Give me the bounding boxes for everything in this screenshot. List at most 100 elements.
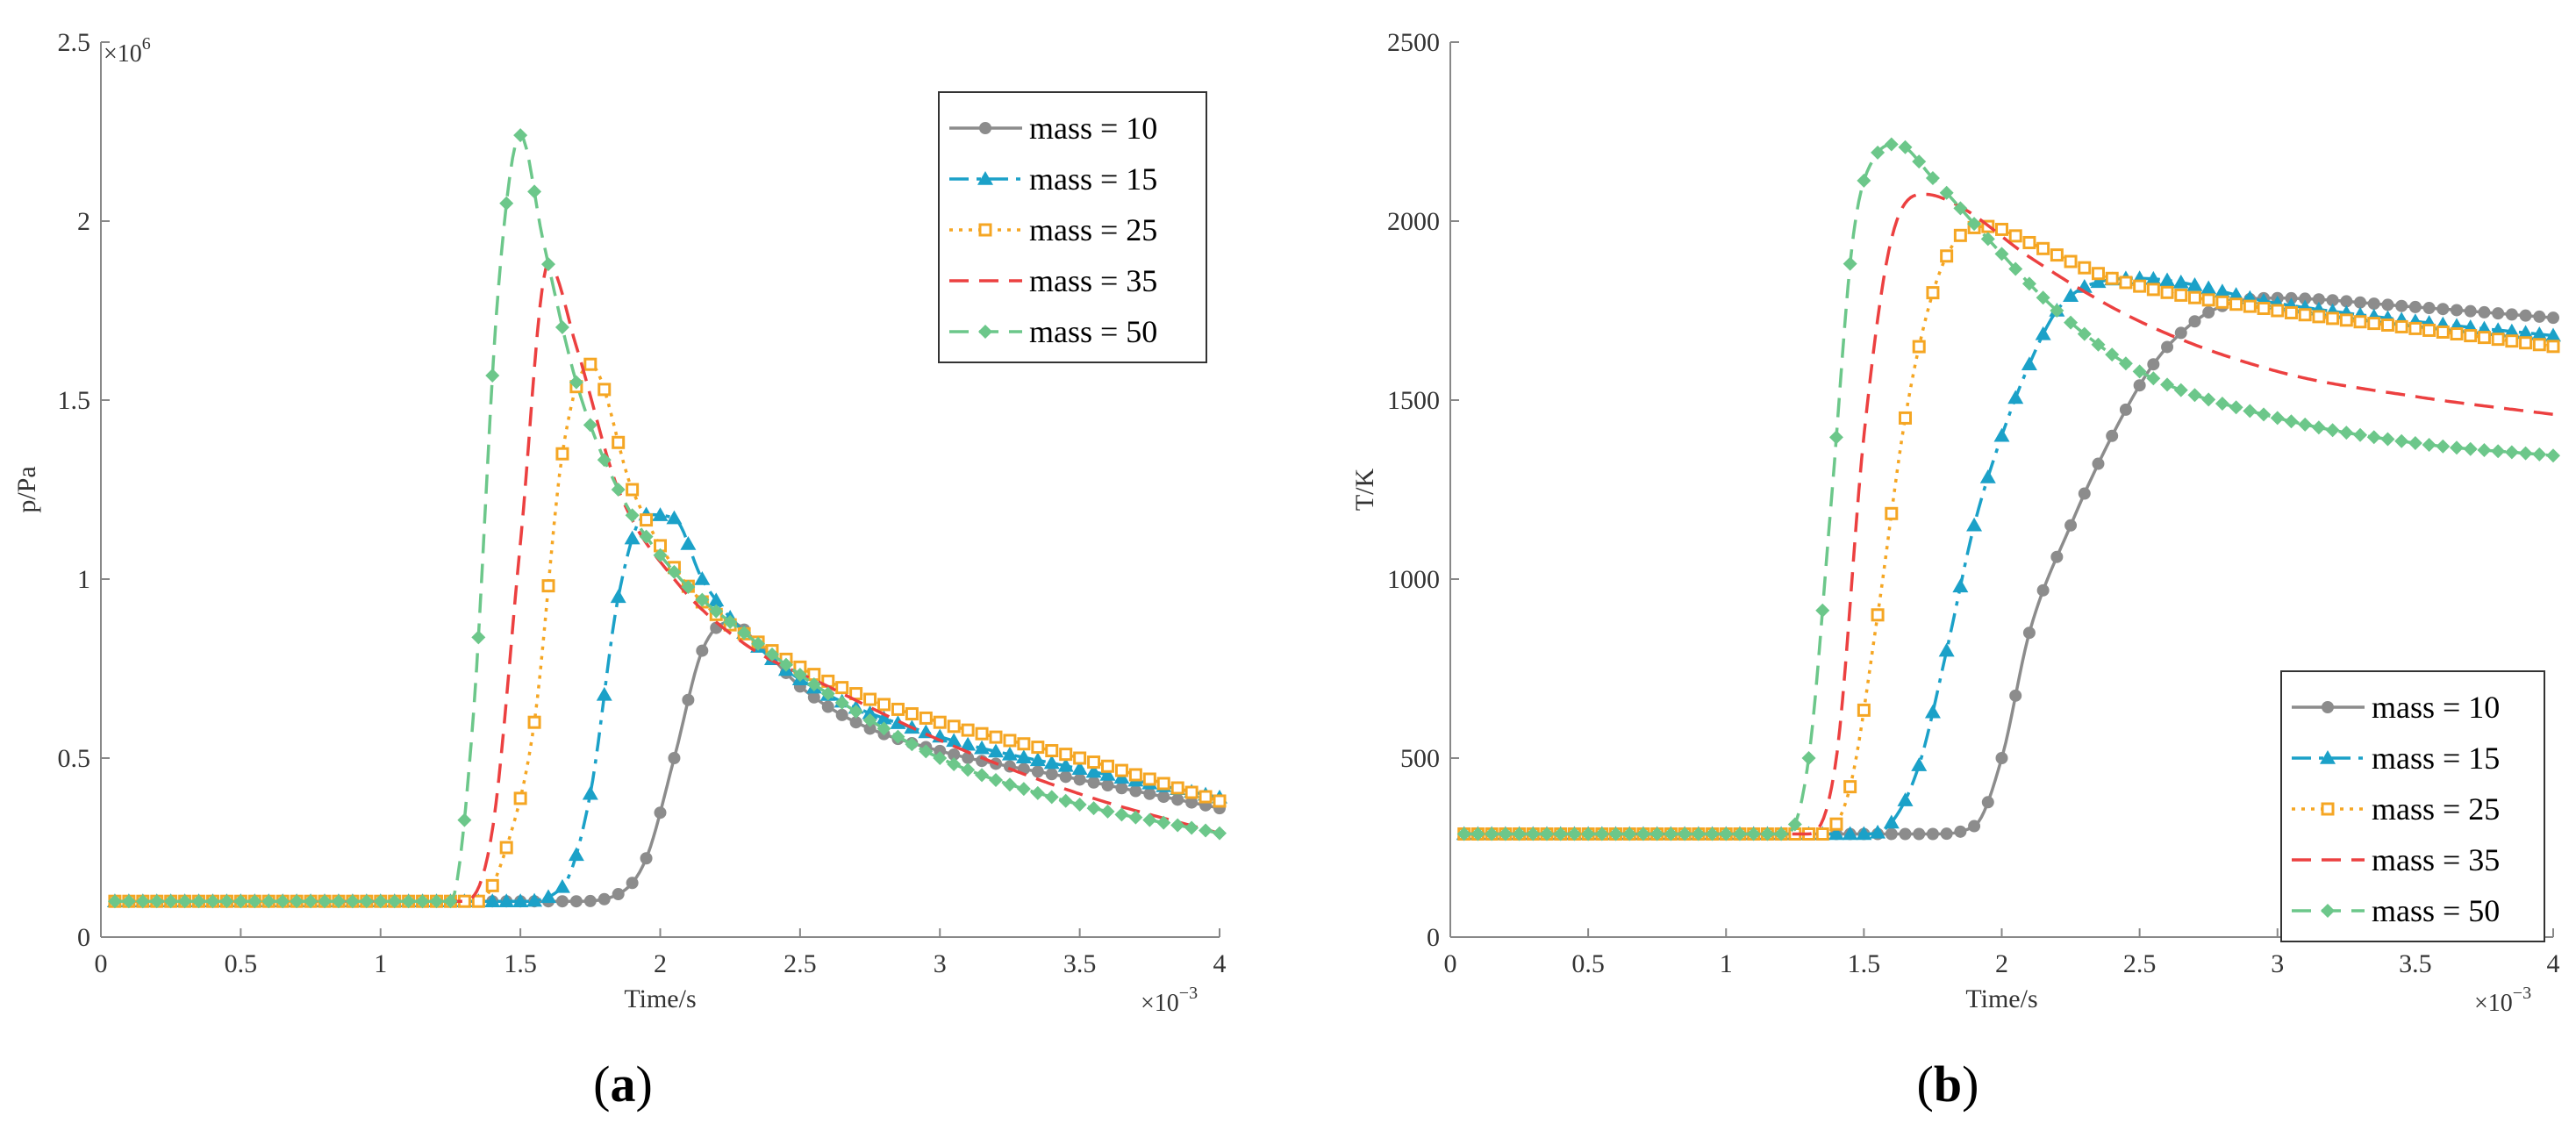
data-point (597, 383, 612, 397)
data-point (974, 740, 991, 755)
data-point (1967, 217, 1982, 232)
data-point (2021, 356, 2037, 370)
data-point (2546, 340, 2560, 354)
data-point (666, 510, 683, 525)
data-point (611, 483, 626, 497)
data-point (1995, 222, 2008, 236)
data-point (792, 668, 807, 683)
data-point (359, 894, 374, 909)
data-point (1031, 741, 1045, 755)
data-point (2394, 433, 2409, 448)
y-axis-multiplier: ×106 (104, 34, 151, 68)
data-point (2188, 315, 2201, 328)
data-point (1073, 751, 1087, 765)
data-point (1924, 704, 1941, 719)
data-point (891, 729, 905, 744)
data-point (947, 719, 961, 734)
data-point (877, 721, 891, 736)
data-point (1115, 782, 1128, 795)
data-point (1456, 827, 1471, 841)
data-point (2311, 420, 2326, 435)
data-point (2354, 296, 2367, 309)
data-point (2050, 248, 2064, 262)
data-point (1842, 826, 1858, 841)
data-point (2119, 403, 2132, 416)
data-point (247, 894, 262, 909)
data-point (2381, 298, 2394, 311)
data-point (2174, 326, 2187, 340)
series-line (114, 512, 1220, 903)
y-tick-label: 1 (77, 565, 90, 594)
data-point (205, 894, 220, 909)
data-point (2118, 356, 2133, 371)
data-point (2215, 295, 2229, 309)
data-point (1966, 517, 1983, 532)
data-point (2477, 331, 2491, 345)
panel-label-letter: b (1934, 1056, 1962, 1113)
data-point (737, 626, 752, 641)
data-point (1980, 232, 1995, 247)
data-point (331, 894, 346, 909)
data-point (191, 894, 206, 909)
data-point (163, 894, 178, 909)
data-point (2105, 347, 2120, 362)
data-point (946, 733, 962, 748)
data-point (149, 894, 164, 909)
data-point (2477, 442, 2492, 457)
data-point (1995, 752, 2008, 764)
legend-item: mass = 35 (2292, 842, 2500, 877)
legend-item: mass = 50 (2292, 893, 2500, 928)
data-point (962, 751, 975, 764)
x-axis-multiplier: ×10−3 (1141, 984, 1198, 1017)
x-axis-multiplier: ×10−3 (2474, 984, 2531, 1017)
data-point (2022, 235, 2036, 249)
data-point (1691, 827, 1706, 841)
x-tick-label: 2 (654, 949, 667, 978)
data-point (2160, 285, 2174, 299)
data-point (2160, 377, 2175, 392)
data-point (961, 762, 976, 777)
data-point (1719, 827, 1734, 841)
data-point (696, 644, 709, 657)
data-point (2243, 404, 2258, 419)
data-point (708, 592, 725, 607)
data-point (975, 768, 990, 783)
data-point (2201, 392, 2216, 407)
panel-label-open-paren: ( (1917, 1056, 1934, 1113)
data-point (1760, 827, 1775, 841)
data-point (2202, 306, 2215, 319)
data-point (876, 710, 892, 725)
data-point (1871, 145, 1885, 160)
data-point (1071, 761, 1088, 775)
data-point (1485, 827, 1499, 841)
data-point (1143, 787, 1156, 800)
data-point (2077, 326, 2092, 341)
data-point (1649, 827, 1664, 841)
series-mass-50 (107, 128, 1227, 909)
data-point (1732, 827, 1747, 841)
data-point (2366, 430, 2381, 445)
data-point (2284, 305, 2298, 319)
x-tick-label: 3.5 (2399, 949, 2432, 978)
data-point (1815, 603, 1830, 618)
data-point (1184, 785, 1199, 799)
data-point (177, 894, 192, 909)
data-point (1938, 642, 1955, 657)
data-point (682, 693, 695, 706)
data-point (1498, 827, 1513, 841)
x-multiplier-base: ×10 (2474, 990, 2513, 1017)
data-point (1129, 784, 1142, 798)
data-point (2228, 287, 2244, 301)
legend-marker (2320, 750, 2336, 764)
data-point (2395, 299, 2408, 312)
data-point (583, 357, 597, 371)
data-point (597, 892, 611, 906)
x-tick-label: 1.5 (1848, 949, 1881, 978)
data-point (640, 852, 653, 865)
data-point (2492, 307, 2505, 320)
y-multiplier-base: ×10 (104, 40, 142, 68)
data-point (1885, 827, 1898, 841)
data-point (1057, 757, 1074, 772)
data-point (1913, 827, 1926, 841)
data-point (2091, 337, 2106, 352)
